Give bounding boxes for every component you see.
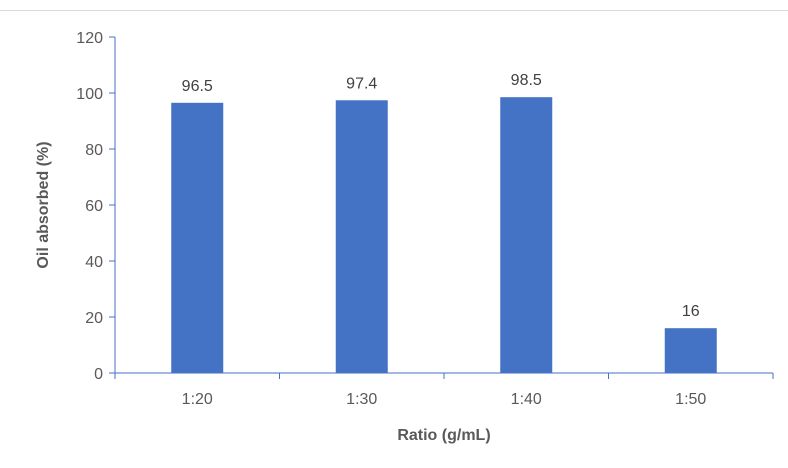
bar bbox=[335, 100, 388, 373]
y-tick-label: 120 bbox=[76, 30, 103, 47]
x-tick-label: 1:20 bbox=[182, 391, 213, 408]
x-tick-label: 1:30 bbox=[346, 391, 377, 408]
bar bbox=[664, 328, 717, 373]
bar bbox=[171, 102, 224, 374]
data-labels-group: 96.5 97.4 98.5 16 bbox=[182, 72, 700, 320]
bar-data-label: 97.4 bbox=[346, 75, 377, 92]
bar bbox=[500, 97, 553, 373]
y-tick-label: 0 bbox=[94, 366, 103, 383]
y-tick-label: 60 bbox=[85, 198, 103, 215]
bar-data-label: 96.5 bbox=[182, 78, 213, 95]
bar-data-label: 16 bbox=[682, 303, 700, 320]
y-tick-label: 40 bbox=[85, 254, 103, 271]
x-tick-label: 1:40 bbox=[511, 391, 542, 408]
y-axis-title: Oil absorbed (%) bbox=[35, 141, 52, 268]
x-axis-title: Ratio (g/mL) bbox=[397, 427, 490, 444]
ticks-group: 0 20 40 60 80 100 120 1:20 1:30 1:40 1:50 bbox=[76, 30, 774, 408]
top-border-line bbox=[0, 10, 788, 11]
y-tick-label: 80 bbox=[85, 142, 103, 159]
bar-data-label: 98.5 bbox=[511, 72, 542, 89]
y-tick-label: 20 bbox=[85, 310, 103, 327]
bars-group bbox=[171, 97, 717, 374]
y-tick-label: 100 bbox=[76, 86, 103, 103]
x-tick-label: 1:50 bbox=[675, 391, 706, 408]
